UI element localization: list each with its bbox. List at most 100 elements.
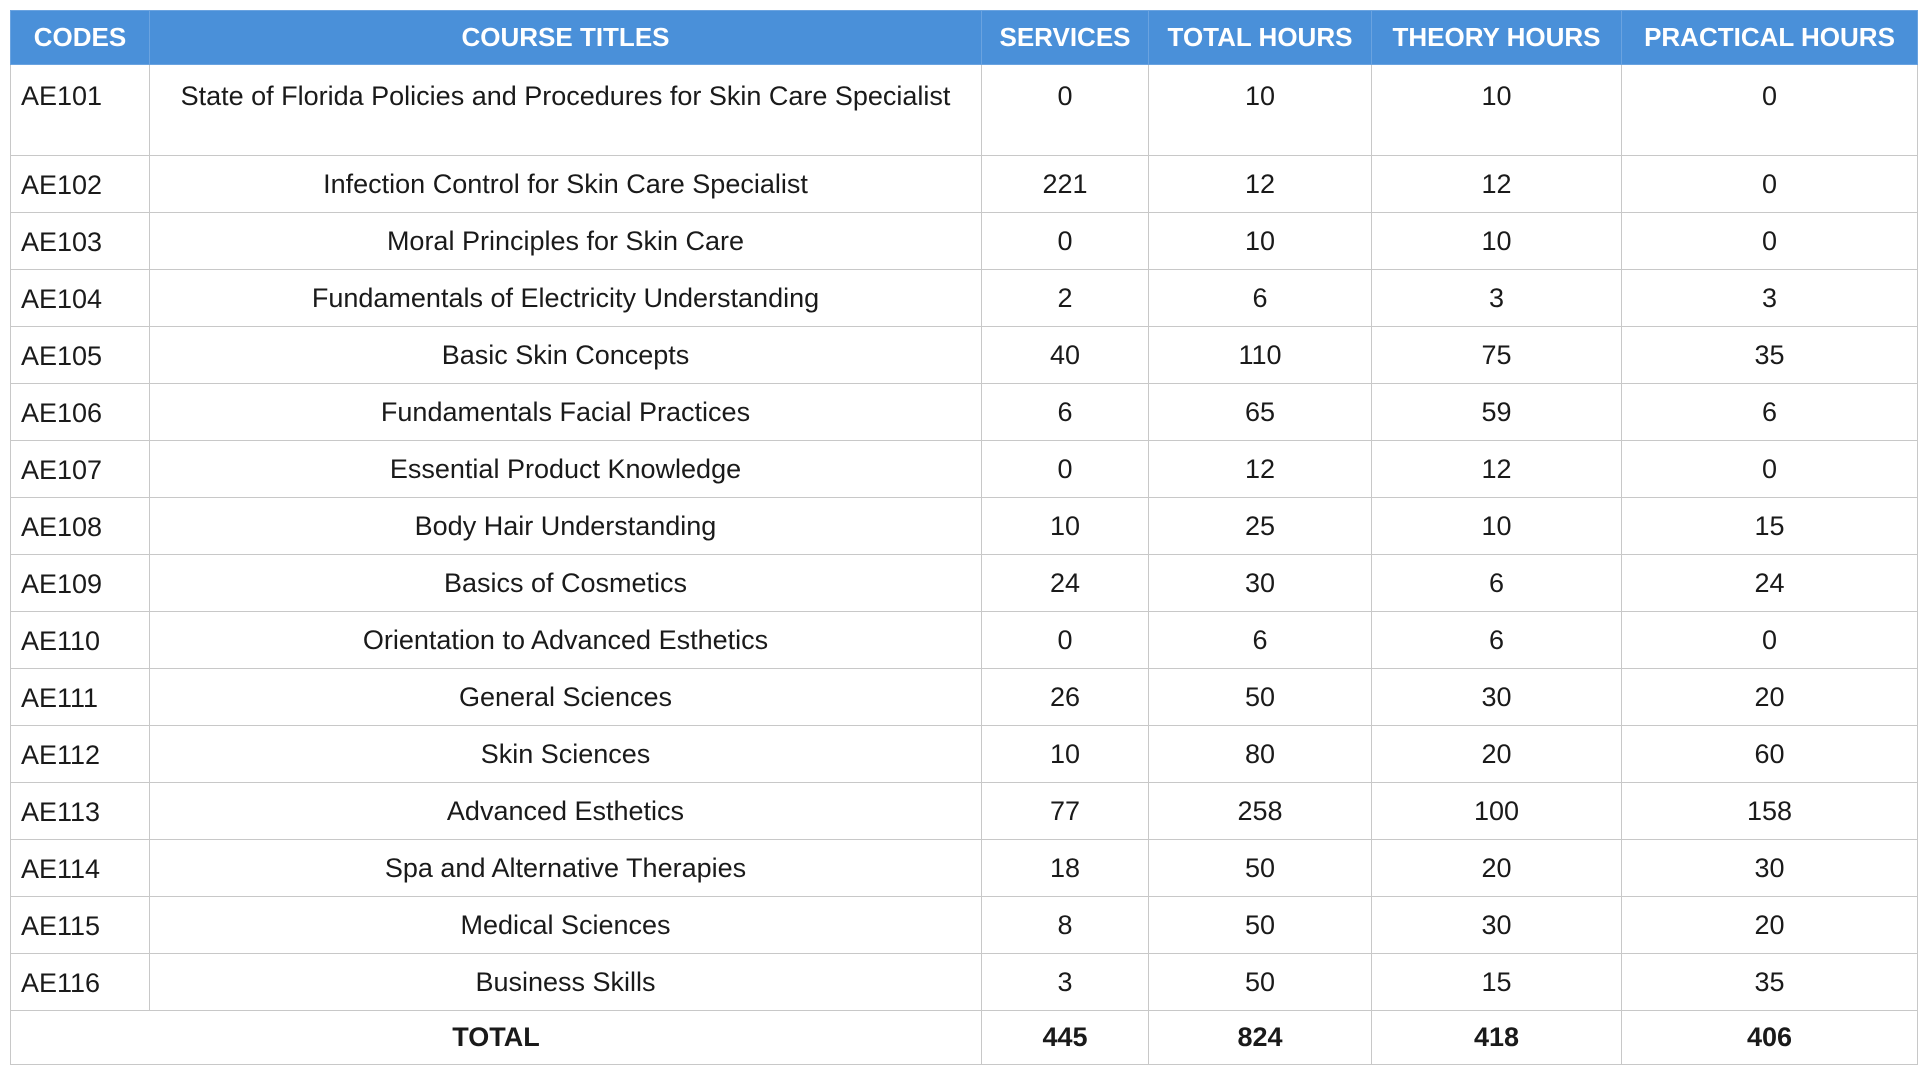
- practical-hours-cell: 3: [1621, 269, 1918, 327]
- services-cell: 6: [981, 383, 1149, 441]
- services-cell: 0: [981, 212, 1149, 270]
- course-code: AE104: [10, 269, 150, 327]
- totals-theory-hours: 418: [1371, 1010, 1622, 1065]
- course-title: Skin Sciences: [149, 725, 982, 783]
- services-cell: 77: [981, 782, 1149, 840]
- total-hours-cell: 10: [1148, 212, 1372, 270]
- course-code: AE110: [10, 611, 150, 669]
- practical-hours-cell: 0: [1621, 611, 1918, 669]
- header-row: CODES COURSE TITLES SERVICES TOTAL HOURS…: [10, 10, 1918, 65]
- course-title: Fundamentals Facial Practices: [149, 383, 982, 441]
- services-cell: 0: [981, 64, 1149, 156]
- services-cell: 2: [981, 269, 1149, 327]
- practical-hours-cell: 0: [1621, 155, 1918, 213]
- header-theory-hours: THEORY HOURS: [1371, 10, 1622, 65]
- course-title: Business Skills: [149, 953, 982, 1011]
- course-title: Basic Skin Concepts: [149, 326, 982, 384]
- course-code: AE108: [10, 497, 150, 555]
- course-title: Orientation to Advanced Esthetics: [149, 611, 982, 669]
- course-code: AE101: [10, 64, 150, 156]
- theory-hours-cell: 75: [1371, 326, 1622, 384]
- course-code: AE116: [10, 953, 150, 1011]
- services-cell: 221: [981, 155, 1149, 213]
- table-row: AE108 Body Hair Understanding 10 25 10 1…: [10, 497, 1918, 555]
- total-hours-cell: 30: [1148, 554, 1372, 612]
- course-code: AE113: [10, 782, 150, 840]
- course-code: AE102: [10, 155, 150, 213]
- practical-hours-cell: 0: [1621, 212, 1918, 270]
- course-title: Medical Sciences: [149, 896, 982, 954]
- theory-hours-cell: 12: [1371, 155, 1622, 213]
- table-row: AE112 Skin Sciences 10 80 20 60: [10, 725, 1918, 783]
- course-title: Spa and Alternative Therapies: [149, 839, 982, 897]
- total-hours-cell: 258: [1148, 782, 1372, 840]
- theory-hours-cell: 12: [1371, 440, 1622, 498]
- table-row: AE115 Medical Sciences 8 50 30 20: [10, 896, 1918, 954]
- total-hours-cell: 50: [1148, 668, 1372, 726]
- total-hours-cell: 80: [1148, 725, 1372, 783]
- table-row: AE111 General Sciences 26 50 30 20: [10, 668, 1918, 726]
- practical-hours-cell: 35: [1621, 953, 1918, 1011]
- theory-hours-cell: 30: [1371, 896, 1622, 954]
- total-hours-cell: 110: [1148, 326, 1372, 384]
- practical-hours-cell: 158: [1621, 782, 1918, 840]
- course-title: Essential Product Knowledge: [149, 440, 982, 498]
- course-code: AE114: [10, 839, 150, 897]
- course-code: AE109: [10, 554, 150, 612]
- theory-hours-cell: 10: [1371, 212, 1622, 270]
- course-title: Moral Principles for Skin Care: [149, 212, 982, 270]
- total-hours-cell: 50: [1148, 953, 1372, 1011]
- total-hours-cell: 50: [1148, 896, 1372, 954]
- theory-hours-cell: 6: [1371, 554, 1622, 612]
- table-header: CODES COURSE TITLES SERVICES TOTAL HOURS…: [10, 10, 1918, 65]
- table-row: AE104 Fundamentals of Electricity Unders…: [10, 269, 1918, 327]
- header-course-titles: COURSE TITLES: [149, 10, 982, 65]
- total-hours-cell: 50: [1148, 839, 1372, 897]
- course-code: AE105: [10, 326, 150, 384]
- table-row: AE109 Basics of Cosmetics 24 30 6 24: [10, 554, 1918, 612]
- theory-hours-cell: 30: [1371, 668, 1622, 726]
- total-hours-cell: 6: [1148, 611, 1372, 669]
- theory-hours-cell: 20: [1371, 839, 1622, 897]
- theory-hours-cell: 10: [1371, 497, 1622, 555]
- theory-hours-cell: 20: [1371, 725, 1622, 783]
- total-hours-cell: 65: [1148, 383, 1372, 441]
- total-hours-cell: 10: [1148, 64, 1372, 156]
- practical-hours-cell: 0: [1621, 440, 1918, 498]
- course-title: Advanced Esthetics: [149, 782, 982, 840]
- practical-hours-cell: 35: [1621, 326, 1918, 384]
- practical-hours-cell: 24: [1621, 554, 1918, 612]
- table-row: AE110 Orientation to Advanced Esthetics …: [10, 611, 1918, 669]
- services-cell: 18: [981, 839, 1149, 897]
- services-cell: 0: [981, 440, 1149, 498]
- services-cell: 0: [981, 611, 1149, 669]
- theory-hours-cell: 3: [1371, 269, 1622, 327]
- table-row: AE103 Moral Principles for Skin Care 0 1…: [10, 212, 1918, 270]
- table-row: AE107 Essential Product Knowledge 0 12 1…: [10, 440, 1918, 498]
- table-footer: TOTAL 445 824 418 406: [10, 1010, 1918, 1065]
- theory-hours-cell: 15: [1371, 953, 1622, 1011]
- course-title: State of Florida Policies and Procedures…: [149, 64, 982, 156]
- practical-hours-cell: 6: [1621, 383, 1918, 441]
- table-row: AE116 Business Skills 3 50 15 35: [10, 953, 1918, 1011]
- totals-practical-hours: 406: [1621, 1010, 1918, 1065]
- course-code: AE112: [10, 725, 150, 783]
- course-hours-table: CODES COURSE TITLES SERVICES TOTAL HOURS…: [10, 10, 1918, 1065]
- services-cell: 10: [981, 497, 1149, 555]
- course-title: Body Hair Understanding: [149, 497, 982, 555]
- theory-hours-cell: 59: [1371, 383, 1622, 441]
- header-codes: CODES: [10, 10, 150, 65]
- practical-hours-cell: 20: [1621, 896, 1918, 954]
- services-cell: 24: [981, 554, 1149, 612]
- total-hours-cell: 12: [1148, 440, 1372, 498]
- totals-label: TOTAL: [10, 1010, 982, 1065]
- theory-hours-cell: 100: [1371, 782, 1622, 840]
- course-code: AE103: [10, 212, 150, 270]
- header-total-hours: TOTAL HOURS: [1148, 10, 1372, 65]
- table-row: AE102 Infection Control for Skin Care Sp…: [10, 155, 1918, 213]
- services-cell: 3: [981, 953, 1149, 1011]
- practical-hours-cell: 20: [1621, 668, 1918, 726]
- course-title: Infection Control for Skin Care Speciali…: [149, 155, 982, 213]
- services-cell: 10: [981, 725, 1149, 783]
- course-title: Basics of Cosmetics: [149, 554, 982, 612]
